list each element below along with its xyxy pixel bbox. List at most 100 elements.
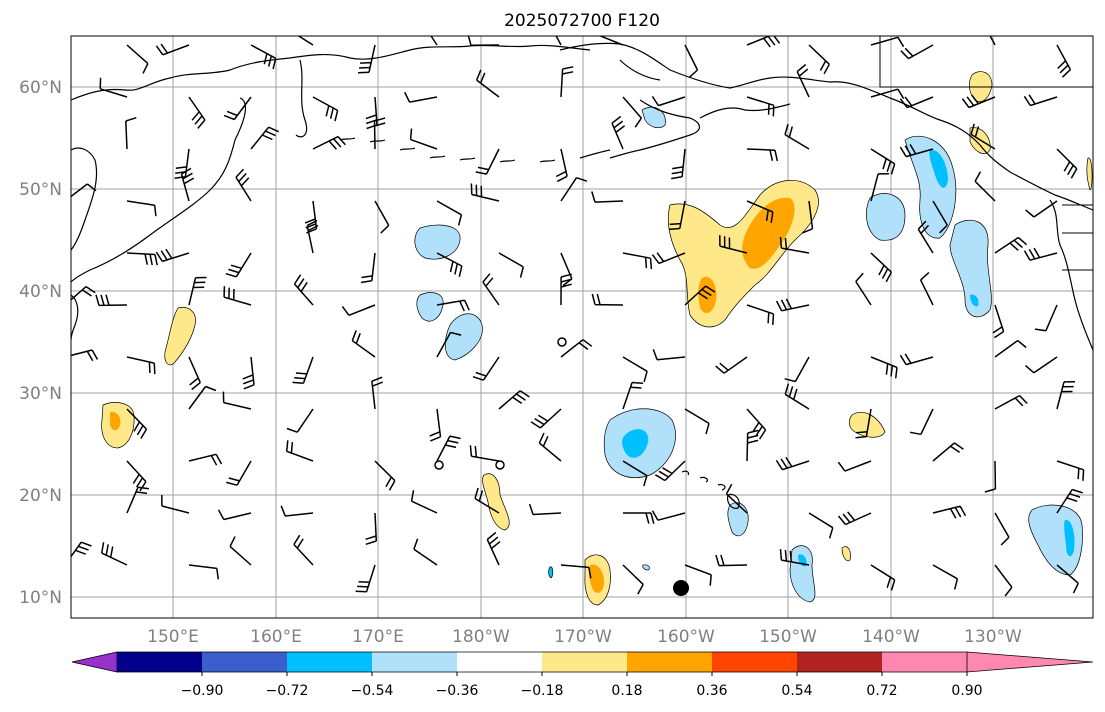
wind-barb bbox=[779, 549, 810, 566]
wind-barb bbox=[992, 304, 1005, 339]
wind-barb bbox=[560, 176, 588, 202]
lon-label: 160°E bbox=[250, 627, 302, 647]
colorbar-extend-low bbox=[71, 651, 118, 673]
wind-barb bbox=[808, 44, 830, 75]
wind-barb bbox=[746, 148, 779, 162]
wind-barb bbox=[560, 66, 574, 98]
wind-barb bbox=[293, 534, 314, 566]
wind-barb bbox=[746, 304, 775, 325]
coastlines bbox=[71, 36, 1093, 509]
wind-barb bbox=[715, 554, 748, 567]
wind-barb bbox=[870, 252, 893, 283]
wind-barb bbox=[994, 512, 1010, 546]
colorbar: −0.90 −0.72 −0.54 −0.36 −0.18 0.18 0.36 … bbox=[71, 651, 1094, 699]
wind-barb bbox=[560, 339, 593, 358]
wind-barb bbox=[155, 43, 190, 56]
wind-barb bbox=[622, 460, 648, 487]
wind-barb bbox=[1025, 356, 1058, 374]
colorbar-segment bbox=[372, 652, 457, 672]
wind-barb bbox=[855, 272, 872, 306]
wind-barb bbox=[126, 200, 157, 217]
wind-barb bbox=[775, 298, 810, 312]
colorbar-segment bbox=[287, 652, 372, 672]
wind-barb bbox=[360, 252, 376, 284]
wind-barb bbox=[1056, 148, 1078, 179]
wind-barb bbox=[373, 117, 386, 150]
wind-barb bbox=[71, 285, 96, 301]
wind-barb bbox=[225, 252, 252, 278]
latitude-labels: 60°N 50°N 40°N 30°N 20°N 10°N bbox=[19, 78, 62, 608]
wind-barb bbox=[217, 509, 252, 521]
wind-barb bbox=[476, 69, 500, 98]
wind-barb bbox=[746, 96, 775, 117]
wind-barb bbox=[374, 200, 390, 234]
wind-barb bbox=[312, 135, 346, 150]
wind-barb bbox=[125, 116, 137, 150]
lat-label: 30°N bbox=[19, 384, 62, 404]
colorbar-tick-label: −0.54 bbox=[351, 683, 394, 699]
wind-barb bbox=[475, 148, 500, 175]
wind-barb bbox=[32, 97, 65, 106]
wind-barb bbox=[436, 435, 461, 462]
lat-label: 50°N bbox=[19, 180, 62, 200]
lon-label: 180°W bbox=[452, 627, 510, 647]
wind-barb bbox=[899, 96, 934, 109]
wind-barb bbox=[357, 44, 376, 74]
colorbar-segment bbox=[457, 652, 542, 672]
wind-barb bbox=[223, 96, 252, 121]
wind-barb bbox=[365, 96, 378, 130]
colorbar-segment bbox=[712, 652, 797, 672]
lon-label: 130°W bbox=[964, 627, 1022, 647]
wind-barb bbox=[651, 252, 686, 265]
wind-barb bbox=[684, 564, 712, 586]
wind-barb bbox=[174, 148, 190, 179]
wind-barb bbox=[250, 44, 277, 70]
storm-center-dot bbox=[673, 580, 689, 596]
wind-barb bbox=[622, 96, 643, 128]
wind-barb bbox=[474, 487, 500, 514]
map-frame bbox=[70, 35, 1094, 619]
wind-barb bbox=[95, 294, 128, 307]
wind-barb bbox=[808, 512, 834, 539]
wind-barb bbox=[725, 483, 748, 514]
wind-barb bbox=[746, 429, 759, 462]
wind-barb bbox=[1056, 488, 1083, 514]
map-title: 2025072700 F120 bbox=[504, 11, 660, 31]
wind-barb bbox=[611, 115, 626, 150]
colorbar-segment bbox=[202, 652, 287, 672]
wind-barb bbox=[71, 183, 97, 198]
wind-barb bbox=[719, 235, 748, 254]
wind-barb bbox=[126, 356, 156, 375]
wind-barb bbox=[837, 460, 872, 472]
lon-label: 140°W bbox=[862, 627, 920, 647]
wind-barb bbox=[622, 356, 648, 383]
wind-barb bbox=[779, 237, 810, 254]
lat-label: 40°N bbox=[19, 282, 62, 302]
wind-barb bbox=[746, 408, 767, 440]
wind-barb bbox=[188, 453, 223, 466]
wind-barb bbox=[436, 331, 462, 358]
wind-barb bbox=[651, 510, 686, 521]
wind-barb bbox=[413, 538, 438, 566]
wind-barb bbox=[622, 381, 644, 410]
wind-barb bbox=[961, 94, 996, 109]
wind-barb bbox=[591, 191, 624, 203]
wind-barb bbox=[932, 505, 967, 519]
colorbar-segment bbox=[117, 652, 202, 672]
colorbar-segment bbox=[797, 652, 882, 672]
wind-barb bbox=[528, 503, 562, 516]
colorbar-segment bbox=[882, 652, 967, 672]
wind-barb bbox=[994, 236, 1028, 254]
wind-barb bbox=[409, 128, 438, 150]
wind-barb bbox=[932, 564, 959, 590]
wind-barb bbox=[970, 123, 996, 150]
wind-barb bbox=[900, 44, 934, 60]
colorbar-tick-label: −0.18 bbox=[521, 683, 564, 699]
wind-barb bbox=[71, 349, 99, 362]
wind-barb bbox=[655, 460, 686, 482]
wind-barb bbox=[436, 200, 463, 226]
wind-barb bbox=[188, 385, 217, 410]
wind-barb bbox=[436, 252, 463, 277]
wind-barb bbox=[802, 200, 814, 234]
wind-barb bbox=[994, 339, 1027, 358]
